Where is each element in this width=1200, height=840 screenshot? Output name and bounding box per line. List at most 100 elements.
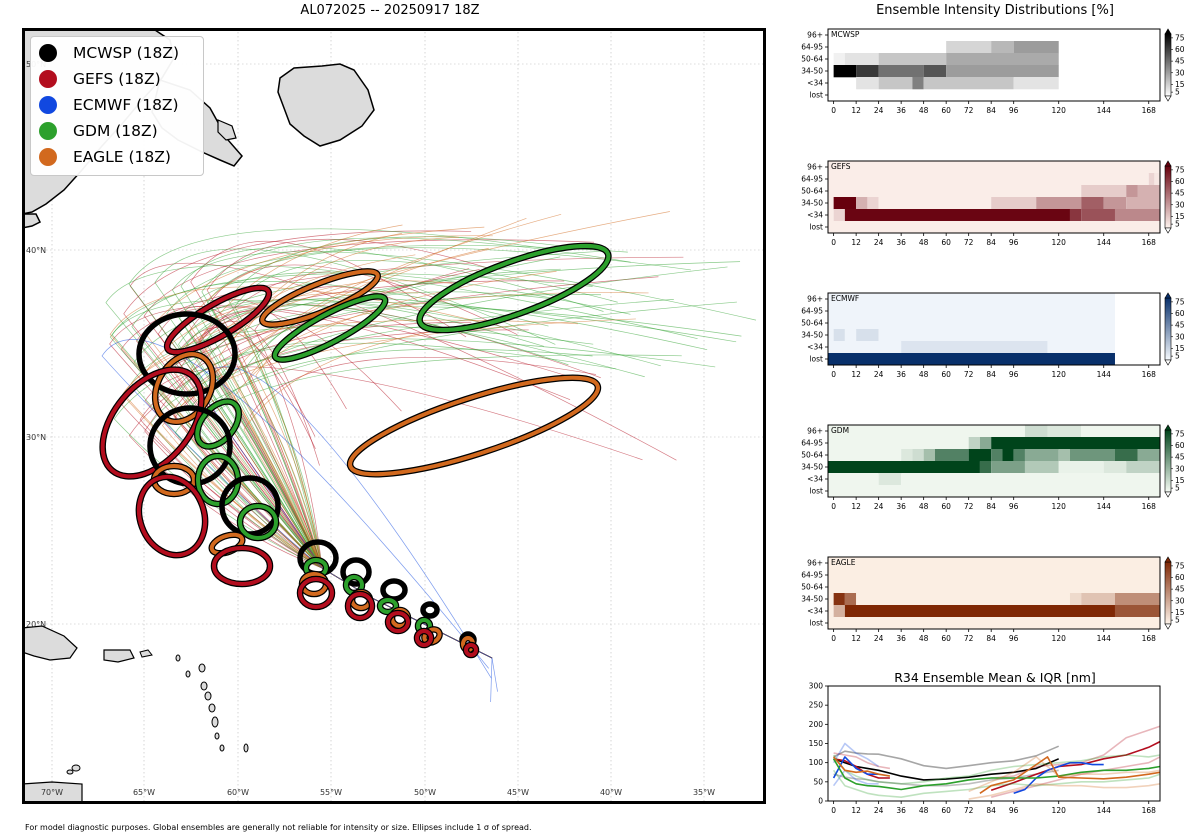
ensemble-track — [207, 247, 691, 659]
colorbar-extend-max — [1164, 292, 1172, 299]
colorbar-tick-label: 45 — [1175, 585, 1185, 594]
heatmap-cell — [828, 161, 1160, 174]
heatmap-cell — [828, 437, 969, 450]
x-tick-label: 36 — [896, 502, 906, 511]
heatmap-cell — [828, 197, 834, 210]
x-tick-label: 24 — [874, 502, 884, 511]
heatmap-cell — [923, 449, 935, 462]
heatmap-cell — [1024, 449, 1059, 462]
x-tick-label: 48 — [919, 238, 929, 247]
x-tick-label: 0 — [831, 106, 836, 115]
x-tick-label: 24 — [874, 370, 884, 379]
y-tick-label: 50-64 — [801, 55, 823, 64]
map-title: AL072025 -- 20250917 18Z — [300, 3, 480, 18]
heatmap-cell — [1047, 425, 1082, 438]
venezuela-land — [22, 781, 83, 804]
heatmap-cell — [828, 593, 834, 606]
heatmap-cell — [1081, 593, 1115, 606]
x-tick-label: 144 — [1097, 634, 1112, 643]
ensemble-track — [255, 291, 550, 659]
ensemble-track — [231, 213, 562, 659]
heatmap-cell — [1069, 449, 1115, 462]
x-tick-label: 36 — [896, 634, 906, 643]
y-tick-label: 96+ — [807, 163, 823, 172]
x-tick-label: 12 — [851, 370, 861, 379]
ensemble-track — [166, 245, 628, 659]
r34-series-line — [1013, 761, 1104, 795]
x-tick-label: 60 — [941, 106, 951, 115]
x-tick-label: 24 — [874, 106, 884, 115]
heatmap-cell — [946, 65, 1059, 78]
y-tick-label: lost — [809, 487, 823, 496]
heatmap-cell — [991, 461, 1025, 474]
ensemble-track — [181, 338, 716, 659]
y-tick-label: 96+ — [807, 31, 823, 40]
newfoundland-land — [277, 63, 375, 147]
colorbar-tick-label: 75 — [1175, 429, 1185, 438]
heatmap-cell — [833, 593, 845, 606]
colorbar-extend-max — [1164, 28, 1172, 35]
lat-tick-label: 30°N — [26, 433, 46, 442]
heatmap-cell — [828, 617, 1160, 630]
y-tick-label: 64-95 — [801, 307, 823, 316]
x-tick-label: 12 — [851, 634, 861, 643]
y-tick-label: 100 — [809, 758, 824, 767]
heatmap-cell — [934, 449, 969, 462]
ellipse-gdm-72h — [238, 504, 278, 540]
y-tick-label: <34 — [807, 475, 823, 484]
ellipse-gefs-0h — [464, 643, 478, 657]
heatmap-name: ECMWF — [831, 294, 859, 303]
ellipse-gefs-96h — [136, 474, 208, 558]
x-tick-label: 24 — [874, 634, 884, 643]
x-tick-label: 84 — [986, 238, 996, 247]
legend-marker — [39, 70, 57, 88]
ellipse-eagle-168h — [348, 375, 600, 477]
heatmap-cell — [912, 77, 924, 90]
x-tick-label: 60 — [941, 238, 951, 247]
heatmap-name: GEFS — [831, 162, 851, 171]
heatmap-cell — [833, 605, 845, 618]
heatmap-cell — [1013, 449, 1025, 462]
ensemble-track — [243, 236, 493, 659]
r34-series-line — [979, 756, 1161, 794]
colorbar-tick-label: 45 — [1175, 453, 1185, 462]
r34-series-line — [832, 756, 879, 779]
heatmap-frame — [827, 160, 1161, 234]
y-tick-label: 64-95 — [801, 43, 823, 52]
heatmap-cell — [1103, 461, 1127, 474]
ensemble-track — [248, 292, 649, 659]
heatmap-cell — [828, 173, 1149, 186]
footnote: For model diagnostic purposes. Global en… — [25, 823, 532, 832]
x-tick-label: 60 — [941, 806, 951, 815]
r34-series-line — [968, 756, 1161, 793]
x-tick-label: 48 — [919, 106, 929, 115]
heatmap-cell — [856, 65, 879, 78]
r34-series-line — [968, 783, 1161, 800]
ensemble-track — [180, 246, 604, 659]
x-tick-label: 96 — [1009, 238, 1019, 247]
legend-item-ecmwf: ECMWF (18Z) — [39, 92, 179, 118]
x-tick-label: 96 — [1009, 502, 1019, 511]
heatmap-name: MCWSP — [831, 30, 860, 39]
x-tick-label: 72 — [964, 106, 974, 115]
colorbar — [1164, 561, 1172, 625]
heatmap-cell — [828, 473, 879, 486]
colorbar-extend-min — [1164, 491, 1172, 498]
ensemble-track — [181, 301, 737, 659]
r34-series-line — [833, 745, 1060, 770]
legend-label: ECMWF (18Z) — [73, 96, 179, 114]
x-tick-label: 84 — [986, 106, 996, 115]
ensemble-track — [195, 366, 493, 679]
x-tick-label: 48 — [919, 502, 929, 511]
heatmap-cell — [844, 209, 1070, 222]
virgin-islands-land — [139, 649, 153, 658]
heatmap-cell — [856, 593, 1070, 606]
heatmap-cell — [1114, 593, 1160, 606]
colorbar-tick-label: 75 — [1175, 561, 1185, 570]
colorbar-extend-max — [1164, 424, 1172, 431]
heatmap-frame — [827, 292, 1161, 366]
puerto-rico-land — [103, 649, 135, 663]
colorbar-tick-label: 5 — [1175, 88, 1180, 97]
x-tick-label: 12 — [851, 238, 861, 247]
legend-label: GEFS (18Z) — [73, 70, 161, 88]
